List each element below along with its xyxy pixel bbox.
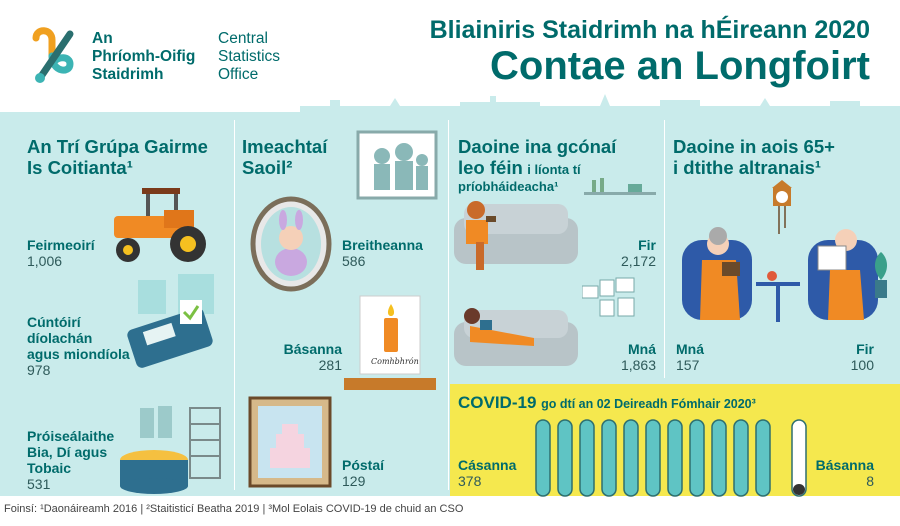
occupation-value: 978 [27,362,51,378]
sympathy-card-icon [344,295,436,390]
life-event-label: Póstaí [342,457,385,473]
tractor-icon [114,188,206,262]
org-irish-line: An [92,30,113,47]
card-terminal-icon [127,274,214,368]
nursing-men: Fir 100 [820,341,874,373]
living-alone-heading: Daoine ina gcónaí leo féin i líonta tí p… [458,136,616,194]
sources-footer: Foinsí: ¹Daonáireamh 2016 | ²Staitisticí… [4,503,464,515]
gender-value: 100 [850,357,874,373]
heading-line: Imeachtaí [242,136,328,157]
cso-logo-icon [32,27,74,83]
heading-line-small: i líonta tí [527,162,581,177]
nursing-homes-heading: Daoine in aois 65+ i dtithe altranais¹ [673,136,835,178]
column-divider [448,120,449,490]
covid-deaths: Básanna 8 [814,457,874,489]
occupation-food-processors: Próiseálaithe Bia, Dí agus Tobaic 531 [27,428,114,492]
wall-pictures-icon [582,277,635,317]
occupation-farmers: Feirmeoirí 1,006 [27,237,95,269]
living-alone-women: Mná 1,863 [580,341,656,373]
org-name-english: Central Statistics Office [218,30,280,84]
heading-line-small: príobháideacha¹ [458,179,559,194]
org-irish-line: Staidrimh [92,66,164,83]
heading-line: Daoine in aois 65+ [673,136,835,157]
gender-value: 157 [676,357,700,373]
family-photo-icon [356,130,438,200]
life-event-label: Básanna [283,341,342,357]
gender-label: Fir [638,237,656,253]
gender-label: Fir [856,341,874,357]
covid-value: 378 [458,473,482,489]
occupation-sales: Cúntóirí díolachán agus miondíola 978 [27,314,130,378]
elderly-couple-icon [682,227,878,322]
living-alone-men: Fir 2,172 [580,237,656,269]
heading-line: An Trí Grúpa Gairme [27,136,208,157]
skyline-decoration [300,94,900,116]
occupation-label: Cúntóirí [27,314,81,330]
covid-title-date: go dtí an 02 Deireadh Fómhair 2020³ [541,397,756,411]
heading-line: Is Coitianta¹ [27,157,133,178]
heading-line: Daoine ina gcónaí [458,136,617,157]
covid-title-main: COVID-19 [458,393,537,412]
occupation-value: 1,006 [27,253,63,269]
births: Breitheanna 586 [342,237,423,269]
covid-value: 8 [866,473,874,489]
gender-label: Mná [628,341,656,357]
org-english-line: Statistics [218,48,281,65]
org-english-line: Office [218,66,259,83]
man-on-sofa-icon [454,201,578,270]
column-divider [234,120,235,490]
occupation-label: Tobaic [27,460,72,476]
occupations-heading: An Trí Grúpa Gairme Is Coitianta¹ [27,136,208,178]
covid-cases: Cásanna 378 [458,457,516,489]
woman-on-sofa-icon [454,308,578,366]
gender-label: Mná [676,341,704,357]
org-english-line: Central [218,30,268,47]
occupation-value: 531 [27,476,51,492]
org-name-irish: An Phríomh-Oifig Staidrimh [92,30,195,84]
nursing-women: Mná 157 [676,341,704,373]
heading-line: leo féin [458,157,523,178]
plant-icon [874,252,888,298]
deaths: Básanna 281 [276,341,342,373]
marriages: Póstaí 129 [342,457,384,489]
occupation-label: díolachán [27,330,93,346]
life-event-value: 586 [342,253,366,269]
column-divider [664,120,665,378]
covid-label: Básanna [815,457,874,473]
occupation-label: Bia, Dí agus [27,444,108,460]
life-event-label: Breitheanna [342,237,423,253]
occupation-label: Próiseálaithe [27,428,115,444]
food-processing-icon [120,406,221,494]
heading-line: Saoil² [242,157,293,178]
county-title: Contae an Longfoirt [490,44,870,88]
card-text: Comhbhrón [371,357,419,366]
cuckoo-clock-icon [772,180,792,234]
heading-line: i dtithe altranais¹ [673,157,822,178]
test-tubes-icon [535,419,807,497]
shelf-icon [584,178,656,195]
occupation-label: Feirmeoirí [27,237,95,253]
life-event-value: 129 [342,473,366,489]
gender-value: 1,863 [620,357,656,373]
life-event-value: 281 [318,357,342,373]
occupation-label: agus miondíola [27,346,130,362]
covid-title: COVID-19 go dtí an 02 Deireadh Fómhair 2… [458,393,756,413]
gender-value: 2,172 [620,253,656,269]
publication-title: Bliainiris Staidrimh na hÉireann 2020 [429,16,870,44]
org-irish-line: Phríomh-Oifig [92,48,196,65]
header [0,0,900,112]
wedding-cake-photo-icon [248,396,332,488]
covid-label: Cásanna [458,457,517,473]
baby-portrait-icon [250,196,332,292]
life-events-heading: Imeachtaí Saoil² [242,136,327,178]
